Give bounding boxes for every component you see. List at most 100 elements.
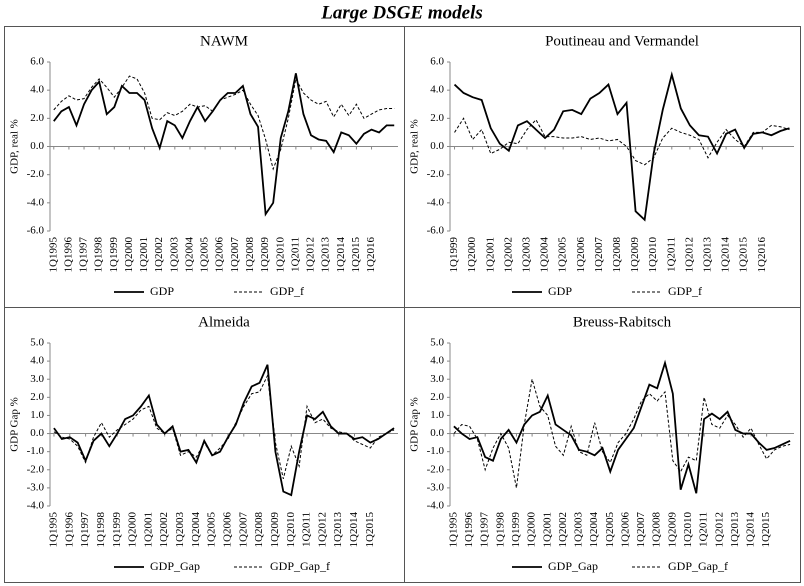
- x-tick-label: 1Q2016: [365, 237, 377, 273]
- x-tick-label: 1Q2008: [611, 237, 623, 273]
- legend-label: GDP_Gap_f: [668, 559, 728, 573]
- x-tick-label: 1Q2002: [557, 512, 569, 547]
- x-tick-label: 1Q2008: [244, 237, 256, 273]
- x-tick-label: 1Q2009: [629, 237, 641, 273]
- y-axis-title: GDP Gap %: [9, 397, 21, 452]
- x-tick-label: 1Q2012: [316, 512, 328, 547]
- y-tick-label: 2.0: [30, 112, 44, 124]
- y-tick-label: -2.0: [27, 168, 45, 180]
- x-tick-label: 1Q2012: [713, 512, 725, 547]
- x-tick-label: 1Q2000: [123, 237, 135, 273]
- x-tick-label: 1Q2010: [274, 237, 286, 273]
- figure-title: Large DSGE models: [320, 2, 483, 23]
- x-tick-label: 1Q1997: [479, 512, 491, 548]
- y-tick-label: -1.0: [27, 445, 45, 457]
- y-tick-label: 0.0: [30, 427, 44, 439]
- y-axis-title: GDP, real %: [9, 119, 21, 174]
- series-line: [53, 364, 395, 497]
- y-tick-label: -4.0: [27, 196, 45, 208]
- x-tick-label: 1Q2003: [174, 512, 186, 548]
- x-tick-label: 1Q2016: [756, 237, 768, 273]
- x-tick-label: 1Q2005: [604, 512, 616, 548]
- x-tick-label: 1Q2001: [138, 237, 150, 272]
- x-tick-label: 1Q2006: [221, 512, 233, 548]
- x-tick-label: 1Q2015: [350, 237, 362, 273]
- y-tick-label: 6.0: [30, 56, 44, 68]
- x-tick-label: 1Q1996: [463, 512, 475, 548]
- x-tick-label: 1Q2008: [253, 512, 265, 548]
- series-line: [53, 373, 395, 479]
- y-tick-label: -4.0: [27, 500, 45, 512]
- x-tick-label: 1Q2007: [593, 237, 605, 273]
- x-tick-label: 1Q2002: [158, 512, 170, 547]
- x-tick-label: 1Q2009: [269, 512, 281, 548]
- x-tick-label: 1Q1997: [78, 237, 90, 273]
- x-tick-label: 1Q1999: [448, 237, 460, 273]
- y-tick-label: 4.0: [30, 355, 44, 367]
- x-tick-label: 1Q2009: [259, 237, 271, 273]
- x-tick-label: 1Q2007: [229, 237, 241, 273]
- x-tick-label: 1Q2011: [301, 512, 313, 547]
- x-tick-label: 1Q2011: [289, 237, 301, 272]
- y-tick-label: 0.0: [430, 427, 444, 439]
- y-tick-label: 4.0: [430, 84, 444, 96]
- y-tick-label: -2.0: [427, 168, 445, 180]
- series-line: [453, 359, 791, 494]
- x-tick-label: 1Q2003: [168, 237, 180, 273]
- x-tick-label: 1Q2003: [520, 237, 532, 273]
- x-tick-label: 1Q1999: [510, 512, 522, 548]
- legend-label: GDP_f: [668, 284, 702, 298]
- x-tick-label: 1Q2009: [666, 512, 678, 548]
- series-line: [53, 75, 395, 171]
- panel-title: NAWM: [200, 33, 248, 49]
- x-tick-label: 1Q2002: [502, 237, 514, 272]
- y-tick-label: -3.0: [427, 481, 445, 493]
- panel-title: Breuss-Rabitsch: [573, 314, 672, 330]
- x-tick-label: 1Q1995: [447, 512, 459, 548]
- x-tick-label: 1Q2006: [575, 237, 587, 273]
- x-tick-label: 1Q2001: [484, 237, 496, 272]
- x-tick-label: 1Q2003: [573, 512, 585, 548]
- x-tick-label: 1Q1998: [95, 512, 107, 548]
- series-line: [453, 379, 791, 488]
- y-tick-label: -3.0: [27, 481, 45, 493]
- legend-label: GDP_Gap: [548, 559, 598, 573]
- x-tick-label: 1Q2010: [647, 237, 659, 273]
- x-tick-label: 1Q2000: [127, 512, 139, 548]
- y-tick-label: -6.0: [27, 225, 45, 237]
- frame: [4, 26, 801, 583]
- y-tick-label: -2.0: [27, 463, 45, 475]
- y-tick-label: 2.0: [430, 112, 444, 124]
- x-tick-label: 1Q1996: [63, 512, 75, 548]
- legend-label: GDP_Gap: [150, 559, 200, 573]
- x-tick-label: 1Q2014: [720, 237, 732, 273]
- x-tick-label: 1Q2012: [683, 237, 695, 272]
- y-tick-label: 4.0: [430, 355, 444, 367]
- x-tick-label: 1Q2014: [348, 512, 360, 548]
- x-tick-label: 1Q2005: [199, 237, 211, 273]
- x-tick-label: 1Q2011: [665, 237, 677, 272]
- x-tick-label: 1Q2007: [237, 512, 249, 548]
- x-tick-label: 1Q2002: [153, 237, 165, 272]
- x-tick-label: 1Q2004: [588, 512, 600, 548]
- x-tick-label: 1Q2007: [635, 512, 647, 548]
- series-line: [453, 71, 790, 222]
- panel-title: Poutineau and Vermandel: [545, 33, 699, 49]
- y-tick-label: -1.0: [427, 445, 445, 457]
- y-tick-label: 0.0: [430, 140, 444, 152]
- x-tick-label: 1Q2004: [190, 512, 202, 548]
- x-tick-label: 1Q2005: [206, 512, 218, 548]
- x-tick-label: 1Q2005: [557, 237, 569, 273]
- x-tick-label: 1Q2010: [682, 512, 694, 548]
- y-tick-label: 6.0: [430, 56, 444, 68]
- x-tick-label: 1Q1999: [111, 512, 123, 548]
- x-tick-label: 1Q2010: [285, 512, 297, 548]
- y-tick-label: -4.0: [427, 196, 445, 208]
- x-tick-label: 1Q1996: [62, 237, 74, 273]
- x-tick-label: 1Q2000: [466, 237, 478, 273]
- series-line: [454, 117, 790, 166]
- x-tick-label: 1Q2000: [526, 512, 538, 548]
- y-axis-title: GDP Gap %: [409, 397, 421, 452]
- x-tick-label: 1Q1998: [93, 237, 105, 273]
